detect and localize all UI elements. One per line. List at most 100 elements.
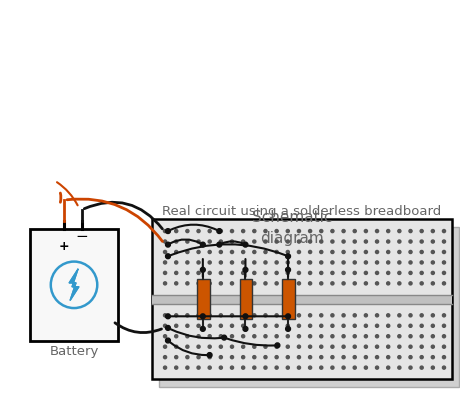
Circle shape (165, 314, 170, 319)
FancyArrowPatch shape (171, 244, 285, 255)
Circle shape (286, 366, 289, 369)
Circle shape (230, 345, 234, 348)
Circle shape (375, 250, 379, 254)
Circle shape (253, 230, 256, 232)
Circle shape (197, 282, 200, 285)
Circle shape (365, 240, 367, 243)
Circle shape (286, 240, 289, 243)
Circle shape (264, 230, 267, 232)
Circle shape (219, 356, 222, 359)
Circle shape (375, 356, 379, 359)
Circle shape (230, 335, 234, 338)
FancyArrowPatch shape (227, 339, 274, 345)
Circle shape (431, 335, 434, 338)
Circle shape (331, 282, 334, 285)
Circle shape (164, 261, 167, 264)
FancyArrowPatch shape (222, 241, 243, 243)
Circle shape (353, 250, 356, 254)
Circle shape (242, 271, 245, 275)
Bar (240, 279, 252, 319)
Circle shape (365, 271, 367, 275)
Circle shape (342, 271, 345, 275)
Circle shape (186, 356, 189, 359)
Circle shape (208, 271, 211, 275)
Circle shape (309, 230, 311, 232)
Circle shape (297, 250, 301, 254)
FancyArrowPatch shape (60, 193, 61, 202)
Circle shape (319, 240, 323, 243)
Circle shape (286, 271, 289, 275)
Circle shape (264, 345, 267, 348)
Circle shape (309, 314, 311, 317)
Circle shape (309, 240, 311, 243)
Circle shape (353, 261, 356, 264)
Circle shape (264, 366, 267, 369)
Circle shape (164, 271, 167, 275)
Circle shape (219, 282, 222, 285)
Circle shape (175, 345, 178, 348)
Circle shape (409, 324, 412, 327)
Circle shape (431, 366, 434, 369)
Circle shape (398, 314, 401, 317)
Circle shape (208, 335, 211, 338)
Circle shape (165, 338, 170, 343)
Circle shape (264, 240, 267, 243)
Circle shape (164, 345, 167, 348)
Text: +: + (59, 240, 70, 253)
Text: Battery: Battery (49, 345, 99, 358)
Circle shape (230, 261, 234, 264)
Circle shape (175, 324, 178, 327)
Circle shape (219, 335, 222, 338)
Circle shape (420, 250, 423, 254)
Circle shape (286, 267, 291, 272)
Circle shape (420, 335, 423, 338)
Circle shape (230, 230, 234, 232)
Circle shape (165, 254, 170, 259)
Circle shape (442, 240, 446, 243)
Circle shape (387, 250, 390, 254)
Circle shape (197, 366, 200, 369)
Circle shape (387, 240, 390, 243)
Circle shape (208, 240, 211, 243)
Circle shape (208, 314, 211, 317)
Circle shape (365, 261, 367, 264)
Circle shape (353, 314, 356, 317)
Circle shape (253, 240, 256, 243)
Circle shape (275, 356, 278, 359)
Circle shape (286, 314, 289, 317)
Circle shape (331, 335, 334, 338)
Circle shape (442, 230, 446, 232)
Circle shape (208, 345, 211, 348)
Text: Schematic
diagram: Schematic diagram (252, 210, 332, 246)
Circle shape (409, 271, 412, 275)
Circle shape (201, 267, 205, 272)
Circle shape (431, 324, 434, 327)
Circle shape (342, 324, 345, 327)
Bar (197, 279, 210, 319)
Circle shape (175, 366, 178, 369)
Circle shape (297, 282, 301, 285)
Circle shape (197, 271, 200, 275)
Circle shape (387, 271, 390, 275)
Circle shape (253, 314, 256, 317)
Circle shape (197, 335, 200, 338)
Circle shape (253, 250, 256, 254)
Circle shape (286, 254, 291, 259)
Circle shape (309, 345, 311, 348)
Circle shape (353, 324, 356, 327)
Circle shape (365, 282, 367, 285)
Circle shape (275, 230, 278, 232)
Circle shape (331, 261, 334, 264)
Circle shape (264, 314, 267, 317)
Circle shape (398, 261, 401, 264)
Circle shape (398, 366, 401, 369)
Circle shape (342, 345, 345, 348)
Circle shape (230, 282, 234, 285)
Circle shape (275, 343, 280, 348)
Circle shape (319, 261, 323, 264)
Circle shape (365, 366, 367, 369)
Text: Real circuit using a solderless breadboard: Real circuit using a solderless breadboa… (162, 205, 441, 218)
Circle shape (164, 314, 167, 317)
Circle shape (286, 345, 289, 348)
Circle shape (319, 366, 323, 369)
